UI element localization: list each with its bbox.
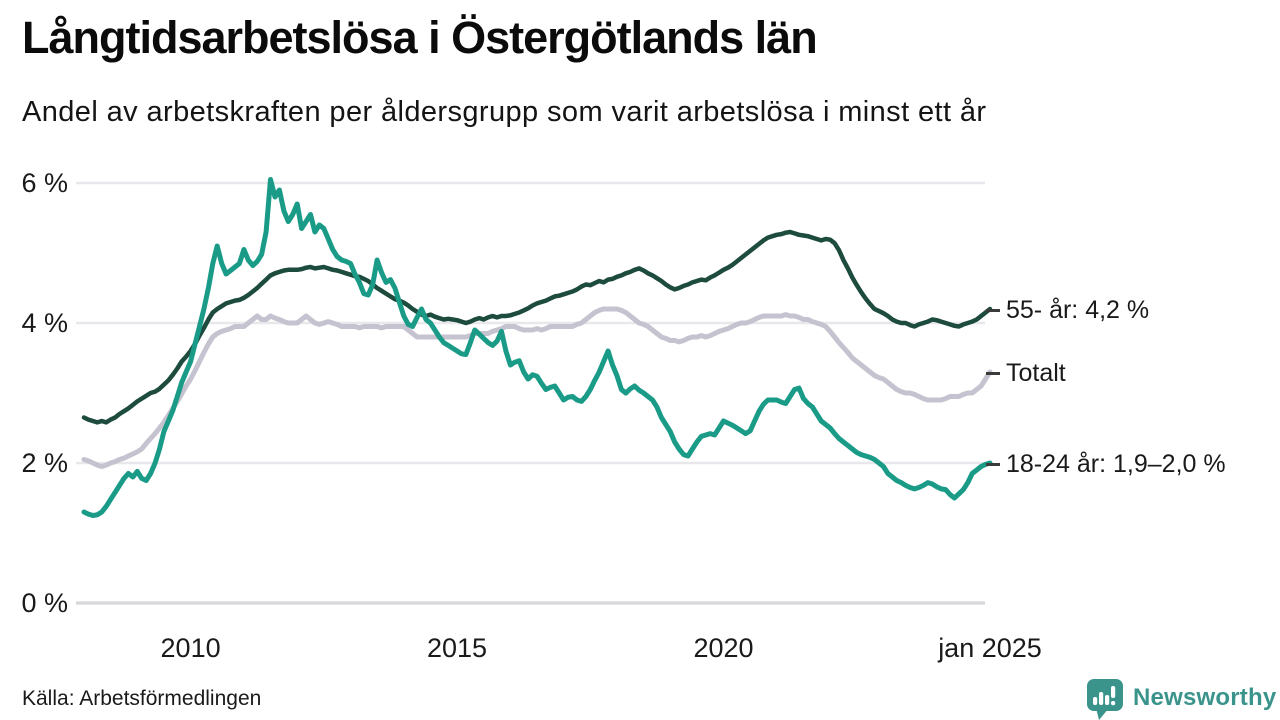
y-tick-label: 0 % xyxy=(21,588,68,618)
x-tick-label: jan 2025 xyxy=(938,633,1042,663)
chart-subtitle: Andel av arbetskraften per åldersgrupp s… xyxy=(22,96,987,128)
x-tick-label: 2010 xyxy=(160,633,221,663)
series-end-label-text: 55- år: 4,2 % xyxy=(1006,295,1150,324)
y-tick-label: 4 % xyxy=(21,308,68,338)
x-tick-label: 2020 xyxy=(693,633,754,663)
series-line-18-24-r xyxy=(81,177,993,518)
x-tick-label: 2015 xyxy=(427,633,488,663)
newsworthy-speech-bubble-icon xyxy=(1087,679,1123,720)
series-end-label: Totalt xyxy=(986,357,1066,389)
series-end-label: 18-24 år: 1,9–2,0 % xyxy=(986,448,1226,480)
y-tick-label: 6 % xyxy=(21,168,68,198)
series-end-label-text: 18-24 år: 1,9–2,0 % xyxy=(1006,449,1226,478)
series-end-label-text: Totalt xyxy=(1006,358,1066,387)
series-line-55-r xyxy=(81,229,993,425)
y-tick-label: 2 % xyxy=(21,448,68,478)
brand-wordmark: Newsworthy xyxy=(1133,684,1277,711)
brand-logo: Newsworthy xyxy=(1086,678,1276,720)
series-line-totalt xyxy=(81,306,993,469)
series-end-label: 55- år: 4,2 % xyxy=(986,294,1149,326)
label-connector-dash xyxy=(986,371,1000,375)
page-title: Långtidsarbetslösa i Östergötlands län xyxy=(22,12,818,63)
label-connector-dash xyxy=(986,308,1000,312)
source-note: Källa: Arbetsförmedlingen xyxy=(22,687,262,710)
label-connector-dash xyxy=(986,462,1000,466)
